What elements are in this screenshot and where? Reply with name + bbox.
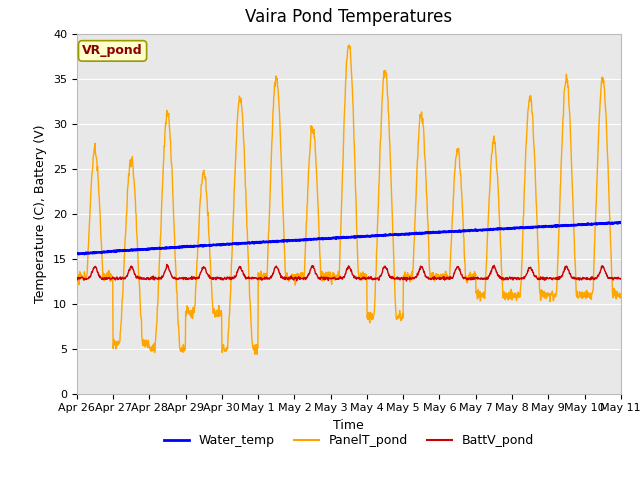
Legend: Water_temp, PanelT_pond, BattV_pond: Water_temp, PanelT_pond, BattV_pond	[159, 429, 539, 452]
Title: Vaira Pond Temperatures: Vaira Pond Temperatures	[245, 9, 452, 26]
Text: VR_pond: VR_pond	[82, 44, 143, 58]
X-axis label: Time: Time	[333, 419, 364, 432]
Y-axis label: Temperature (C), Battery (V): Temperature (C), Battery (V)	[35, 124, 47, 303]
